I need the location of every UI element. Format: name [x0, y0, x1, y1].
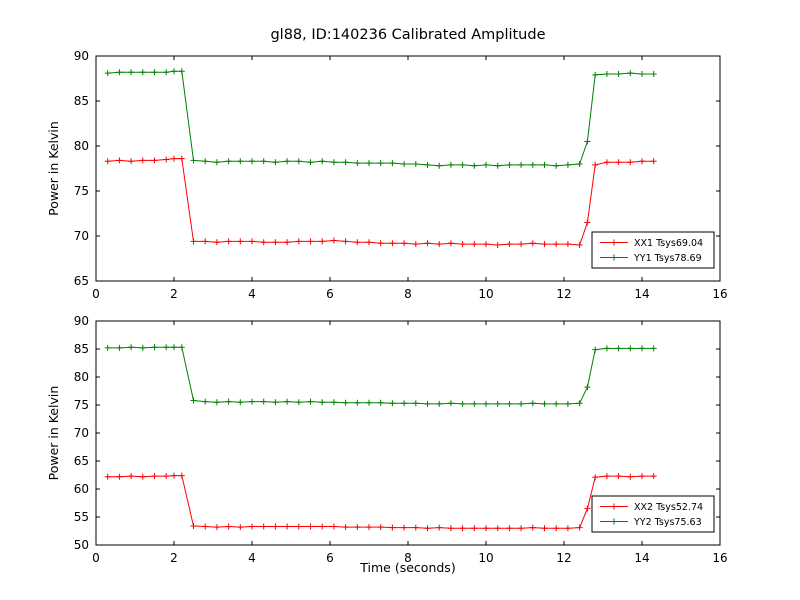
y-tick-label: 65	[74, 454, 89, 468]
legend-label: YY1 Tsys78.69	[633, 253, 702, 264]
y-tick-label: 90	[74, 314, 89, 328]
legend-frame	[591, 495, 715, 533]
x-tick-label: 16	[712, 287, 727, 301]
legend-label: YY2 Tsys75.63	[633, 517, 702, 528]
x-tick-label: 16	[712, 551, 727, 565]
legend-label: XX1 Tsys69.04	[634, 238, 703, 249]
y-tick-label: 70	[74, 426, 89, 440]
legend-frame	[591, 231, 715, 269]
x-tick-label: 2	[170, 551, 178, 565]
x-tick-label: 0	[92, 551, 100, 565]
x-tick-label: 14	[634, 551, 649, 565]
x-tick-label: 6	[326, 287, 334, 301]
y-tick-label: 70	[74, 229, 89, 243]
y-tick-label: 80	[74, 139, 89, 153]
x-tick-label: 10	[478, 287, 493, 301]
x-tick-label: 4	[248, 551, 256, 565]
y-tick-label: 60	[74, 482, 89, 496]
x-tick-label: 12	[556, 287, 571, 301]
figure-title: gl88, ID:140236 Calibrated Amplitude	[270, 27, 546, 43]
x-tick-label: 6	[326, 551, 334, 565]
x-tick-label: 10	[478, 551, 493, 565]
y-tick-label: 85	[74, 342, 89, 356]
x-axis-label: Time (seconds)	[360, 560, 456, 575]
x-tick-label: 2	[170, 287, 178, 301]
y-tick-label: 85	[74, 94, 89, 108]
subplot-1: 0 2 4 6 8 10 12 14 16 65 70 75 80 85 90 Power in Kelvin…	[46, 49, 728, 301]
series-markers-xx2	[104, 472, 657, 532]
y-tick-label: 50	[74, 538, 89, 552]
x-tick-label: 8	[404, 551, 412, 565]
y-axis-label: Power in Kelvin	[46, 121, 61, 216]
y-axis-label: Power in Kelvin	[46, 386, 61, 481]
legend-sample-marker	[611, 503, 617, 510]
legend: XX1 Tsys69.04 YY1 Tsys78.69	[591, 231, 715, 269]
y-tick-label: 75	[74, 398, 89, 412]
x-tick-label: 12	[556, 551, 571, 565]
x-tick-label: 14	[634, 287, 649, 301]
subplot-2: 0 2 4 6 8 10 12 14 16 50 55 60 65 70 75 80 85 90 Power in …	[46, 314, 728, 565]
legend-sample-marker	[611, 254, 617, 261]
y-tick-label: 80	[74, 370, 89, 384]
y-tick-label: 90	[74, 49, 89, 63]
y-tick-label: 55	[74, 510, 89, 524]
series-markers-yy2	[104, 344, 657, 407]
legend-label: XX2 Tsys52.74	[634, 502, 703, 513]
x-tick-label: 8	[404, 287, 412, 301]
series-markers-xx1	[104, 155, 657, 248]
legend-sample-marker	[611, 518, 617, 525]
y-tick-label: 75	[74, 184, 89, 198]
series-markers-yy1	[104, 68, 657, 169]
legend: XX2 Tsys52.74 YY2 Tsys75.63	[591, 495, 715, 533]
x-tick-label: 4	[248, 287, 256, 301]
y-tick-label: 65	[74, 274, 89, 288]
x-tick-label: 0	[92, 287, 100, 301]
legend-sample-marker	[611, 239, 617, 246]
